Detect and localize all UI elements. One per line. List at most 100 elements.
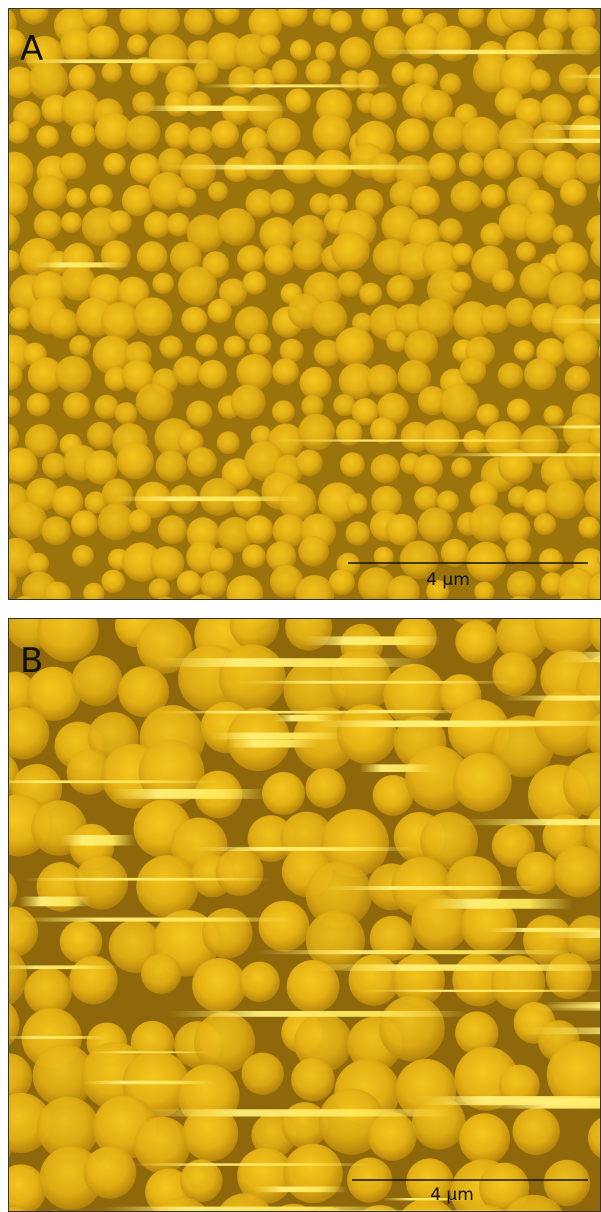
grain	[563, 330, 598, 365]
grain	[101, 302, 140, 341]
grain	[272, 358, 299, 385]
grain	[0, 902, 7, 969]
grain	[298, 536, 329, 567]
grain	[459, 357, 486, 384]
grain	[451, 181, 482, 212]
grain	[346, 521, 370, 545]
grain	[505, 298, 534, 327]
scan-streak	[541, 930, 601, 938]
grain	[156, 451, 187, 482]
grain	[555, 242, 588, 275]
grain	[34, 0, 57, 3]
grain	[296, 450, 323, 477]
grain	[539, 548, 563, 572]
grain	[366, 364, 397, 395]
grain	[232, 0, 269, 4]
grain	[492, 270, 515, 293]
grain	[451, 272, 472, 293]
grain	[544, 405, 564, 425]
scan-streak	[233, 681, 515, 684]
grain	[8, 307, 31, 330]
grain	[524, 358, 556, 390]
grain	[34, 211, 62, 239]
grain	[84, 1146, 137, 1199]
grain	[140, 0, 178, 6]
grain	[219, 644, 286, 711]
scan-streak	[61, 835, 135, 846]
grain	[158, 515, 187, 544]
scan-streak	[254, 1187, 348, 1193]
scale-bar-label: 4 μm	[426, 570, 470, 590]
grain	[435, 26, 471, 62]
scan-streak	[258, 950, 577, 954]
grain	[59, 153, 86, 180]
grain	[236, 354, 272, 390]
grain	[202, 908, 253, 959]
grain	[451, 457, 471, 477]
grain	[262, 772, 305, 815]
grain	[218, 208, 256, 246]
grain	[215, 0, 240, 25]
grain	[313, 114, 351, 152]
scan-streak	[16, 59, 220, 63]
scan-streak	[3, 1036, 108, 1039]
scan-streak	[458, 819, 601, 825]
grain	[178, 266, 217, 305]
grain	[192, 958, 246, 1012]
grain	[269, 189, 294, 214]
grain	[578, 95, 599, 116]
grain	[102, 62, 123, 83]
scan-streak	[360, 990, 601, 992]
grain	[517, 150, 547, 180]
grain	[481, 305, 510, 334]
grain	[578, 517, 600, 539]
grain	[71, 510, 98, 537]
grain	[0, 41, 2, 69]
scan-streak	[169, 1011, 470, 1017]
grain	[208, 182, 228, 202]
grain	[283, 1144, 342, 1203]
grain	[544, 1160, 590, 1206]
grain	[0, 0, 23, 8]
grain	[387, 275, 414, 302]
scan-streak	[23, 878, 271, 881]
grain	[386, 514, 418, 546]
scan-streak	[438, 453, 601, 456]
grain	[463, 0, 502, 8]
scan-streak	[452, 1098, 601, 1101]
grain	[36, 125, 59, 148]
grain	[87, 422, 114, 449]
grain	[136, 383, 174, 421]
grain	[560, 179, 587, 206]
grain	[0, 278, 5, 302]
grain	[313, 6, 333, 26]
grain	[291, 1058, 335, 1102]
grain	[443, 0, 472, 5]
grain	[331, 232, 370, 271]
grain	[466, 542, 506, 582]
scan-streak	[210, 733, 341, 740]
grain	[24, 968, 72, 1016]
grain	[334, 0, 362, 1]
grain	[243, 148, 276, 181]
grain	[72, 655, 123, 706]
grain	[259, 901, 310, 952]
scan-streak	[19, 897, 91, 907]
grain	[165, 91, 191, 117]
grain	[224, 336, 246, 358]
grain	[115, 402, 138, 425]
grain	[330, 11, 352, 33]
grain	[286, 88, 311, 113]
grain	[492, 652, 536, 696]
grain	[258, 0, 292, 6]
grain	[230, 600, 279, 649]
grain	[134, 297, 173, 336]
scan-streak	[163, 165, 442, 170]
scan-streak	[427, 899, 572, 909]
grain	[378, 0, 406, 7]
scan-streak	[335, 721, 601, 726]
grain	[227, 575, 264, 612]
grain	[127, 35, 148, 56]
grain	[101, 570, 125, 594]
scan-streak	[200, 84, 389, 87]
